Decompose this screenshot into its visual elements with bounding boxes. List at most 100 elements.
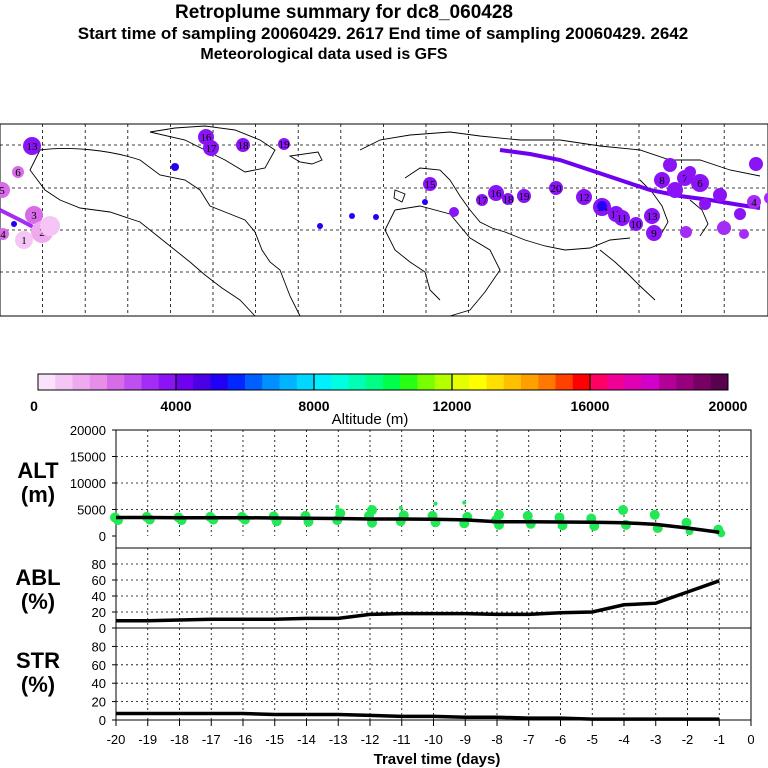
- trajectory-marker-label: 7: [682, 173, 688, 185]
- y-tick-label: 0: [99, 713, 106, 728]
- colorbar-swatch: [624, 374, 643, 390]
- x-tick-label: -14: [297, 732, 316, 747]
- trajectory-marker-label: 19: [519, 191, 531, 203]
- x-tick-label: -4: [618, 732, 630, 747]
- panel-str: 80 60 40 20 0 STR(%): [16, 628, 751, 728]
- trajectory-marker-label: 1: [21, 235, 27, 247]
- trajectory-blob: [449, 207, 459, 217]
- trajectory-marker-label: 17: [206, 143, 218, 155]
- trajectory-marker: [691, 174, 709, 192]
- x-tick-label: -8: [491, 732, 503, 747]
- colorbar-swatch: [400, 374, 418, 390]
- trajectory-marker: [654, 172, 670, 188]
- trajectory-marker: [644, 208, 660, 224]
- colorbar-swatch: [710, 374, 729, 390]
- trajectory-marker: [576, 189, 592, 205]
- x-tick-label: 0: [747, 732, 754, 747]
- time-series-panels: 20000150001000050000ALT(m)806040200ABL(%…: [15, 423, 754, 747]
- colorbar-swatch: [55, 374, 73, 390]
- y-tick-label: 40: [92, 589, 106, 604]
- x-tick-label: -9: [459, 732, 471, 747]
- world-map: 1316171819151617181920121415131110987654…: [0, 123, 768, 317]
- y-tick-label: 20: [92, 695, 106, 710]
- colorbar-swatch: [227, 374, 246, 390]
- colorbar-swatch: [503, 374, 522, 390]
- trajectory-blob: [684, 166, 696, 178]
- series-line: [116, 579, 720, 623]
- trajectory-marker: [764, 192, 768, 204]
- flight-track: [499, 148, 761, 210]
- colorbar-swatch: [348, 374, 367, 390]
- colorbar-swatch: [314, 374, 332, 390]
- y-tick-label: 0: [99, 621, 106, 636]
- y-tick-label: 10000: [70, 476, 106, 491]
- y-tick-label: 20000: [70, 423, 106, 438]
- trajectory-blob: [680, 226, 692, 238]
- trajectory-blob: [739, 229, 749, 239]
- trajectory-marker-label: 13: [647, 211, 659, 223]
- trajectory-marker-label: 11: [617, 213, 628, 225]
- x-tick-label: -20: [107, 732, 126, 747]
- trajectory-blob: [597, 201, 607, 211]
- chart-title: Retroplume summary for dc8_060428: [175, 2, 513, 23]
- trajectory-marker: [203, 140, 219, 156]
- y-tick-label: 80: [92, 557, 106, 572]
- trajectory-blob: [40, 216, 60, 236]
- x-tick-label: -19: [138, 732, 157, 747]
- panel-unit: (%): [21, 589, 55, 614]
- met-data-note: Meteorological data used is GFS: [200, 46, 448, 63]
- colorbar-swatch: [434, 374, 453, 390]
- panel-alt: 20000 15000 10000 5000 0 ALT(m): [17, 423, 751, 544]
- trajectory-marker: [646, 225, 662, 241]
- trajectory-marker: [236, 138, 250, 152]
- trajectory-marker: [0, 228, 9, 240]
- y-tick-label: 20: [92, 605, 106, 620]
- y-tick-label: 60: [92, 658, 106, 673]
- colorbar-frame: [37, 373, 729, 391]
- trajectory-marker-label: 3: [31, 210, 37, 222]
- colorbar-swatch: [296, 374, 315, 390]
- colorbar-tick-label: 16000: [571, 398, 610, 414]
- colorbar-swatch: [486, 374, 505, 390]
- colorbar-swatch: [469, 374, 487, 390]
- x-tick-label: -2: [682, 732, 694, 747]
- trajectory-blob: [713, 188, 727, 202]
- x-tick-label: -3: [650, 732, 662, 747]
- colorbar-label: Altitude (m): [332, 411, 409, 428]
- coastlines: [29, 125, 761, 317]
- trajectory-blob: [663, 158, 677, 172]
- trajectory-marker-label: 12: [579, 192, 590, 204]
- panel-label: ABL: [15, 565, 60, 590]
- scatter-point: [335, 504, 340, 509]
- trajectory-marker-label: 15: [425, 179, 437, 191]
- panel-label: STR: [16, 648, 60, 673]
- trajectory-marker: [0, 182, 10, 198]
- colorbar-swatch: [538, 374, 556, 390]
- scatter-point: [649, 509, 660, 520]
- y-tick-label: 5000: [77, 503, 106, 518]
- series-line: [116, 515, 720, 535]
- colorbar-swatch: [607, 374, 625, 390]
- trajectory-marker: [423, 177, 437, 191]
- colorbar-swatch: [693, 374, 712, 390]
- trajectory-blob: [317, 223, 323, 229]
- y-tick-label: 60: [92, 573, 106, 588]
- trajectory-marker: [517, 189, 531, 203]
- x-tick-label: -12: [361, 732, 380, 747]
- colorbar-tick-label: 4000: [160, 398, 191, 414]
- x-tick-label: -16: [234, 732, 253, 747]
- colorbar-tick-label: 20000: [709, 398, 748, 414]
- sampling-times: Start time of sampling 20060429. 2617 En…: [77, 24, 689, 43]
- trajectory-marker: [278, 138, 290, 150]
- y-tick-label: 80: [92, 639, 106, 654]
- trajectory-blob: [373, 214, 379, 220]
- panel-unit: (%): [21, 672, 55, 697]
- colorbar-swatch: [38, 374, 56, 390]
- altitude-colorbar: 0 4000 8000 12000 16000 20000: [30, 373, 748, 414]
- trajectory-blob: [422, 199, 428, 205]
- colorbar-swatch: [262, 374, 280, 390]
- trajectory-marker-label: 16: [491, 188, 503, 200]
- trajectory-marker: [25, 206, 43, 224]
- trajectory-marker: [476, 194, 488, 206]
